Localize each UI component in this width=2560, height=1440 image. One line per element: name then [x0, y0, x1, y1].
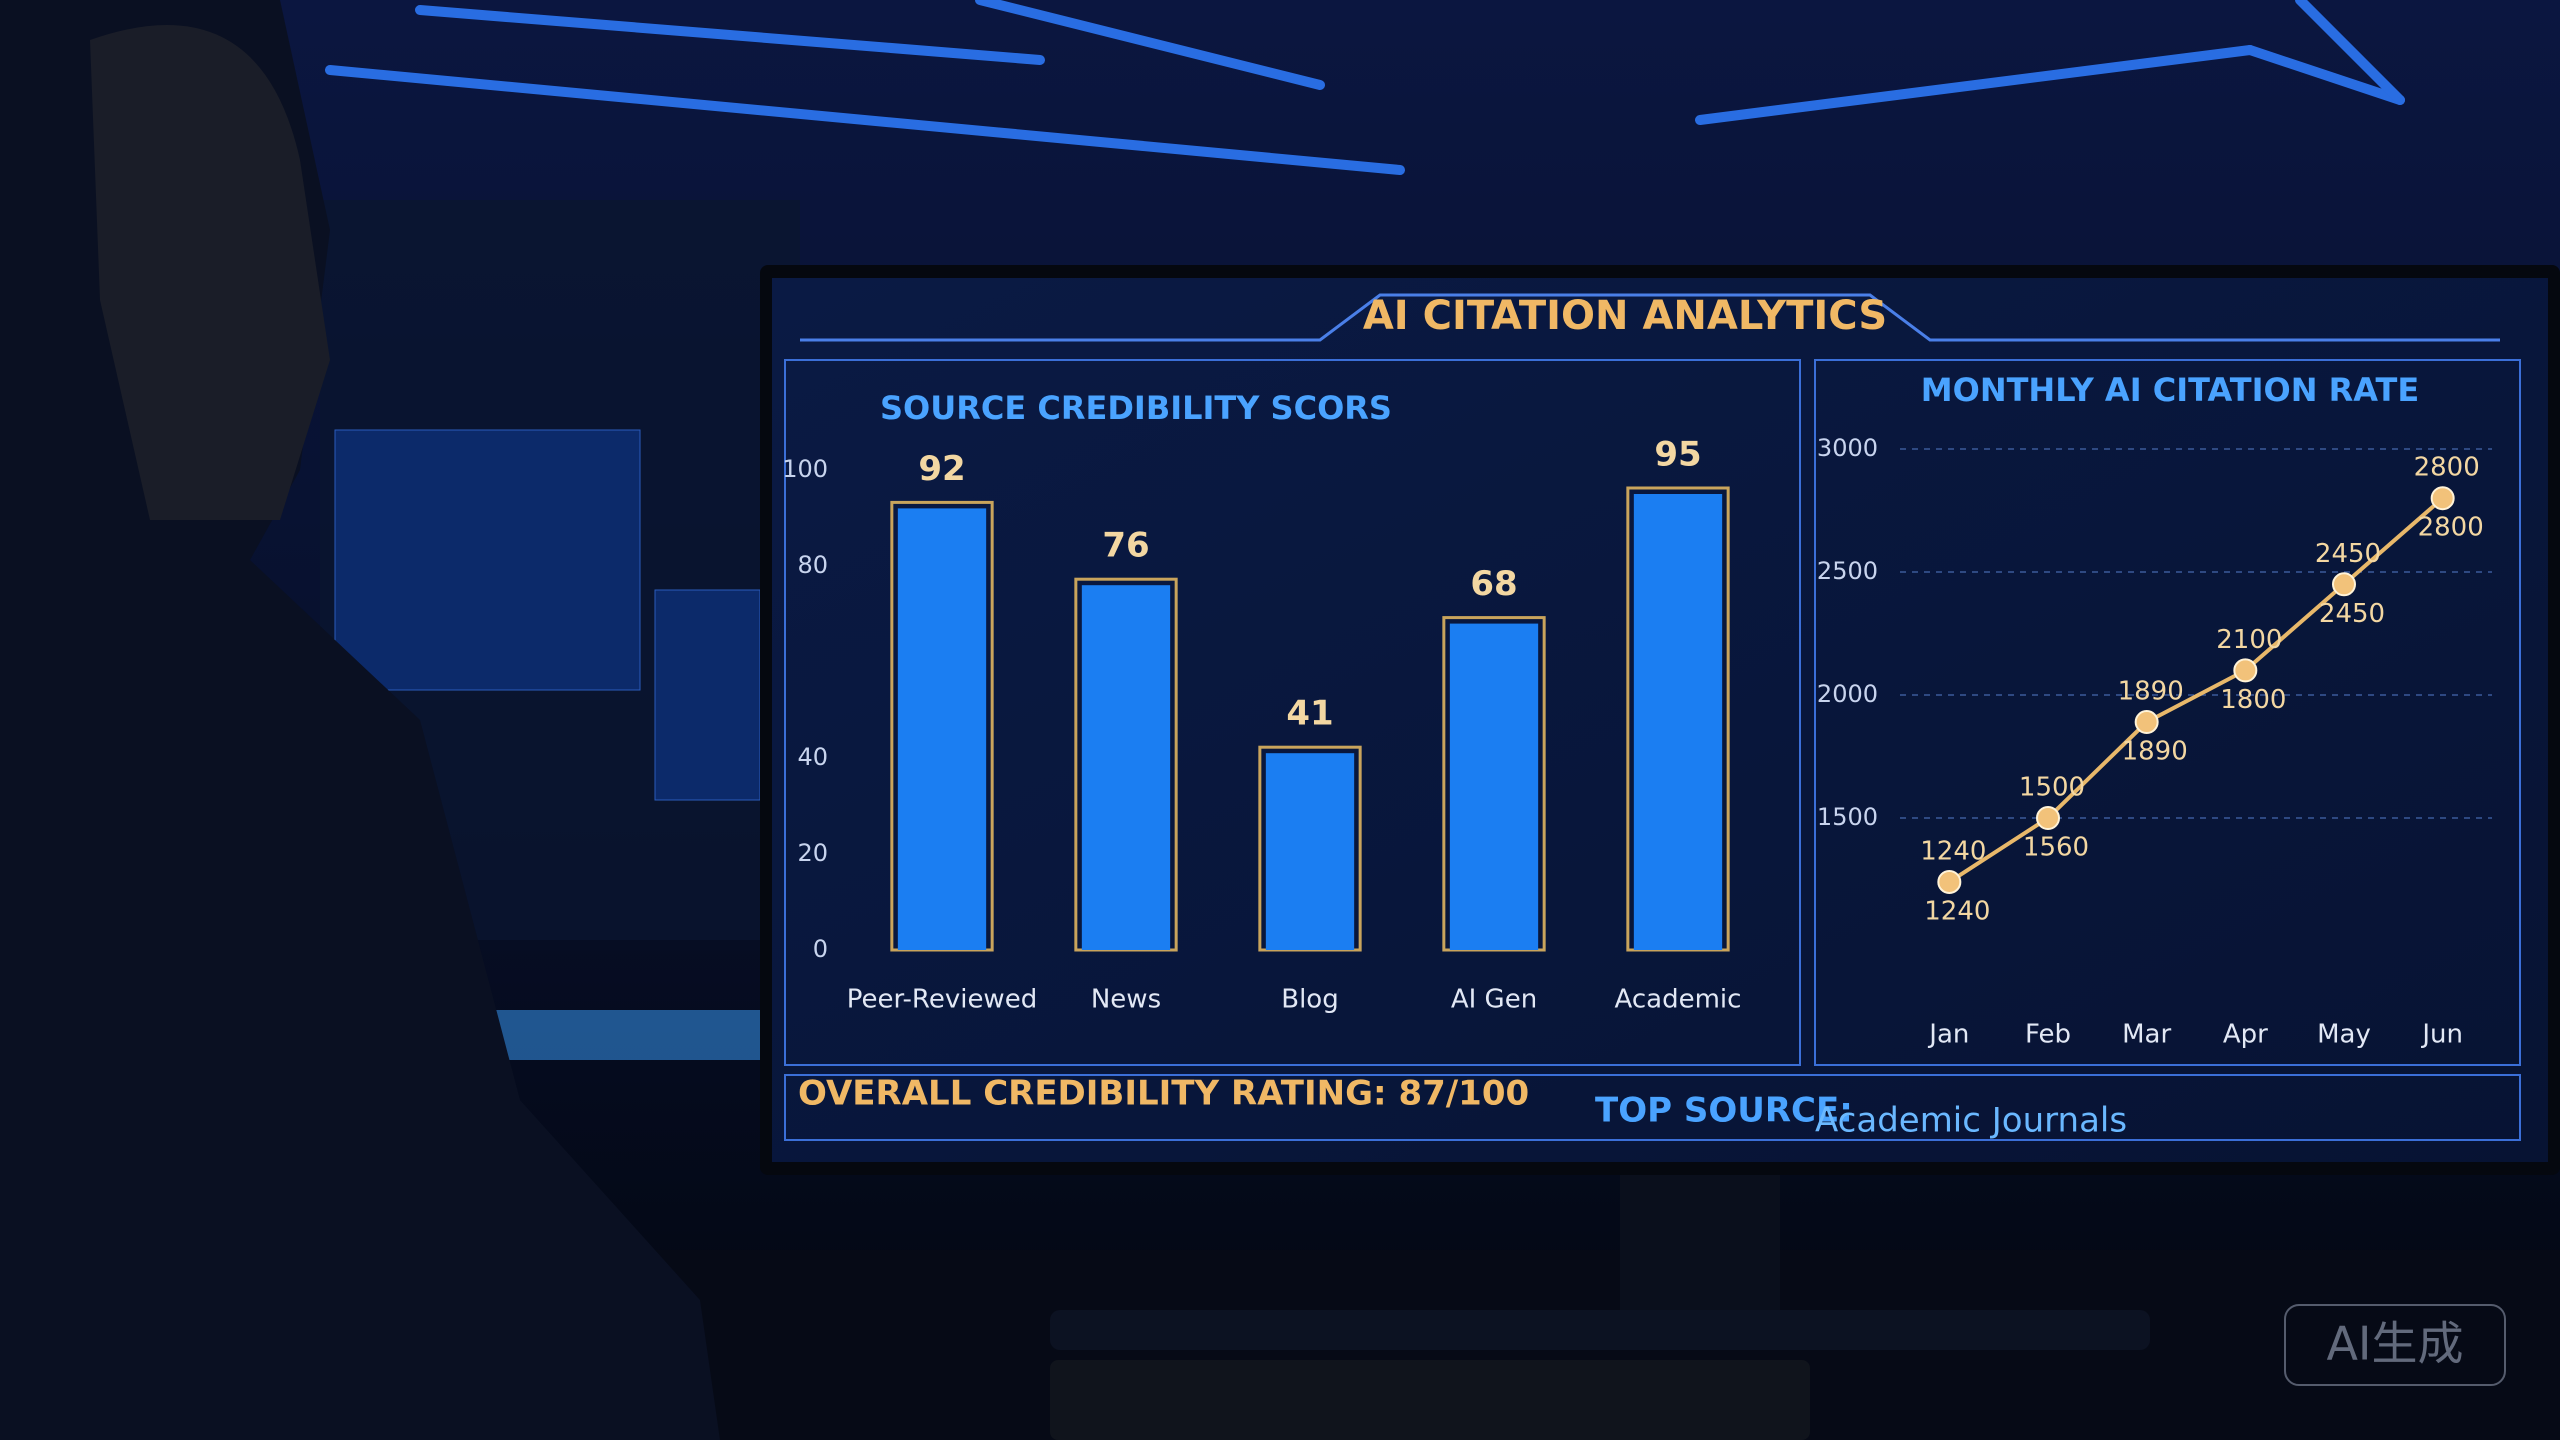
y-tick-label: 1500 — [1817, 803, 1878, 831]
footer-rating: OVERALL CREDIBILITY RATING: 87/100 — [798, 1074, 1529, 1114]
bar-value-label: 92 — [918, 449, 965, 489]
point-annotation: 1890 — [2122, 737, 2188, 767]
point-annotation: 2800 — [2418, 513, 2484, 543]
monitor-base — [1050, 1310, 2150, 1350]
neon-lights — [325, 0, 2405, 175]
point-value-label: 1500 — [2019, 773, 2085, 803]
watermark: AI生成 — [2326, 1317, 2463, 1371]
y-tick-label: 100 — [782, 455, 828, 483]
bar-value-label: 41 — [1286, 694, 1333, 734]
x-tick-label: Peer-Reviewed — [847, 985, 1037, 1015]
point-value-label: 1240 — [1920, 836, 1986, 866]
monitor-stand — [1620, 1160, 1780, 1320]
y-tick-label: 2500 — [1817, 557, 1878, 585]
chart-title: MONTHLY AI CITATION RATE — [1921, 371, 2419, 409]
background-monitor — [334, 429, 641, 691]
x-tick-label: News — [1091, 985, 1161, 1015]
point — [2430, 486, 2455, 511]
y-tick-label: 3000 — [1817, 434, 1878, 462]
x-tick-label: Apr — [2223, 1020, 2268, 1050]
bar-value-label: 68 — [1470, 564, 1517, 604]
x-tick-label: Jan — [1927, 1020, 1969, 1050]
right-panel — [1814, 359, 2521, 1066]
bar — [1449, 623, 1539, 950]
x-tick-label: AI Gen — [1451, 985, 1537, 1015]
point — [2036, 806, 2060, 830]
point-annotation: 2450 — [2319, 599, 2385, 629]
x-tick-label: May — [2317, 1020, 2371, 1050]
bar — [1633, 494, 1723, 950]
bar — [897, 508, 987, 950]
bar — [1265, 753, 1355, 950]
watermark-box — [2284, 1304, 2506, 1386]
point — [1937, 869, 1962, 894]
point — [2233, 658, 2258, 683]
point — [2332, 572, 2356, 597]
point-annotation: 1560 — [2023, 833, 2089, 863]
footer-top-source: Academic Journals — [1815, 1101, 2127, 1141]
bar-value-label: 76 — [1102, 526, 1149, 566]
footer-top-source-label: TOP SOURCE: — [1595, 1091, 1853, 1131]
y-tick-label: 40 — [797, 743, 828, 771]
bar-value-label: 95 — [1654, 435, 1701, 475]
y-tick-label: 2000 — [1817, 680, 1878, 708]
person-head — [90, 25, 330, 520]
y-tick-label: 20 — [797, 839, 828, 867]
x-tick-label: Blog — [1281, 985, 1338, 1015]
point-value-label: 2800 — [2414, 453, 2480, 483]
x-tick-label: Mar — [2122, 1020, 2171, 1050]
point-value-label: 2100 — [2216, 625, 2282, 655]
background-monitor — [654, 589, 761, 801]
x-tick-label: Jun — [2420, 1020, 2463, 1050]
footer-panel — [784, 1074, 2521, 1141]
bar — [1081, 585, 1171, 950]
chart-title: SOURCE CREDIBILITY SCORS — [880, 389, 1392, 427]
y-tick-label: 80 — [797, 551, 828, 579]
line — [1948, 496, 2444, 884]
left-panel — [784, 359, 1801, 1066]
y-tick-label: 0 — [813, 935, 828, 963]
point-value-label: 1890 — [2118, 677, 2184, 707]
title-frame — [800, 293, 2500, 342]
dashboard-title: AI CITATION ANALYTICS — [1363, 293, 1887, 339]
point-value-label: 2450 — [2315, 539, 2381, 569]
point-annotation: 1240 — [1924, 896, 1990, 926]
keyboard — [1050, 1360, 1810, 1440]
point — [2134, 710, 2159, 735]
point-annotation: 1800 — [2220, 685, 2286, 715]
x-tick-label: Feb — [2025, 1020, 2071, 1050]
x-tick-label: Academic — [1615, 985, 1742, 1015]
